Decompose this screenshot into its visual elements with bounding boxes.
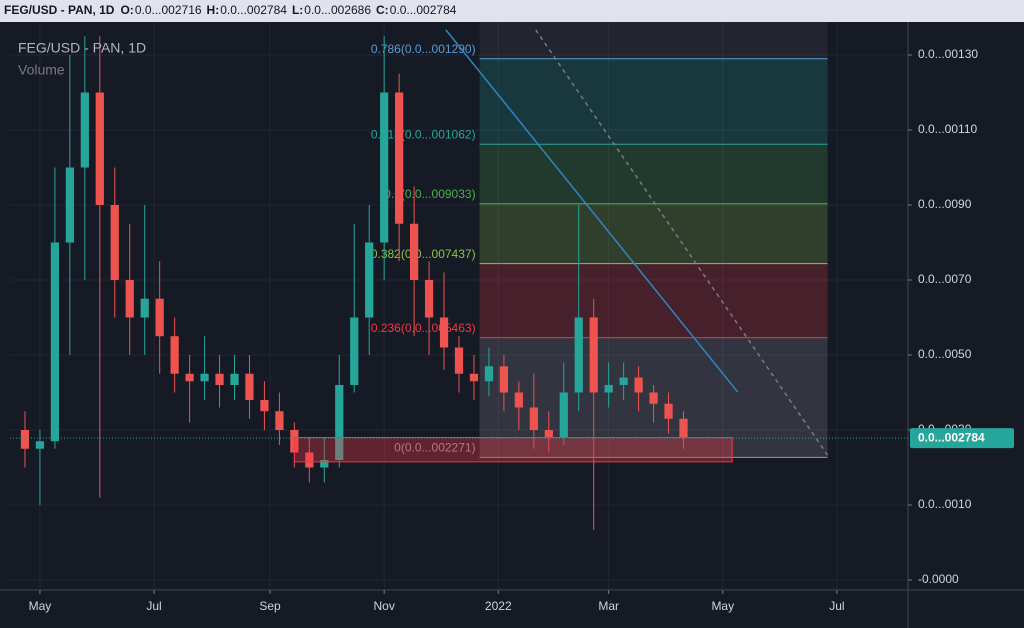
header: FEG/USD - PAN, 1D O: 0.0...002716 H: 0.0...0…	[4, 3, 457, 17]
candle-body	[439, 317, 449, 348]
ohlc-key: H:	[207, 3, 220, 17]
candle-body	[380, 92, 389, 243]
price-tag	[910, 428, 1014, 449]
rectangle-drawing	[293, 436, 733, 463]
fib-label: 0.382(0.0...007437)	[371, 247, 476, 261]
candle-body	[559, 392, 568, 438]
candle-body	[529, 407, 538, 430]
y-tick-label: 0.0...0050	[918, 347, 972, 361]
candles	[20, 36, 688, 531]
candle-body	[544, 429, 553, 438]
trend-line	[535, 29, 829, 456]
fib-label: 0(0.0...002271)	[394, 440, 475, 454]
candle-body	[679, 418, 688, 439]
candle-body	[365, 242, 374, 318]
candle-body	[35, 441, 45, 449]
candle-body	[409, 223, 419, 280]
candle-body	[574, 317, 583, 393]
candle-body	[514, 392, 523, 408]
symbol: FEG/USD - PAN, 1D	[4, 3, 115, 17]
candle-body	[589, 317, 598, 393]
fib-top-zone	[479, 22, 828, 59]
drawings	[293, 29, 829, 463]
candle-body	[664, 403, 673, 419]
candle-body	[20, 429, 30, 449]
candle-body	[350, 317, 359, 385]
fib-label: 0.786(0.0...001290)	[371, 42, 476, 56]
ohlc-value: 0.0...002784	[220, 3, 287, 17]
candle-body	[260, 399, 269, 412]
candle-body	[454, 347, 464, 374]
chart-subtitle: Volume	[18, 62, 65, 78]
candle-body	[335, 384, 344, 460]
x-tick-label: 2022	[485, 599, 512, 613]
y-tick-label: 0.0...00130	[918, 47, 978, 61]
candle-body	[80, 92, 89, 168]
candle-body	[320, 459, 329, 468]
candle-body	[275, 411, 284, 430]
fib-label: 0.5(0.0...009033)	[384, 187, 475, 201]
x-tick-label: Nov	[373, 599, 394, 613]
price-tag-label: 0.0...002784	[918, 430, 985, 444]
fib-zone	[479, 58, 828, 145]
ohlc-key: C:	[376, 3, 389, 17]
ohlc-value: 0.0...002784	[390, 3, 457, 17]
y-tick-label: 0.0...0070	[918, 272, 972, 286]
candle-body	[95, 92, 104, 205]
x-tick-label: May	[711, 599, 734, 613]
chart-bg	[0, 22, 1024, 628]
y-tick-label: 0.0...0010	[918, 497, 972, 511]
candle-body	[619, 377, 628, 385]
candle-body	[424, 279, 434, 318]
x-tick-label: Sep	[259, 599, 281, 613]
candle-body	[65, 167, 74, 243]
x-tick-label: Jul	[829, 599, 844, 613]
candle-body	[305, 452, 314, 468]
candle-body	[499, 366, 509, 393]
candle-body	[649, 392, 658, 404]
fib-zone	[479, 144, 828, 204]
fib-label: 0.236(0.0...005463)	[371, 321, 476, 335]
candle-body	[155, 298, 164, 337]
candle-body	[215, 373, 224, 385]
candle-body	[634, 377, 643, 393]
x-tick-label: May	[29, 599, 52, 613]
candle-body	[185, 373, 194, 382]
fib-retracement: 0.786(0.0...001290)0.618(0.0...001062)0.…	[371, 22, 828, 458]
candle-body	[140, 298, 149, 318]
trend-line	[445, 29, 739, 393]
candle-body	[469, 373, 479, 382]
axes: 0.0...00130 0.0...00110 0.0...0090 0.0...00…	[10, 47, 1014, 613]
ohlc-key: L:	[292, 3, 303, 17]
candle-body	[395, 92, 404, 224]
fib-zone	[479, 203, 828, 264]
y-tick-label: 0.0...00110	[918, 122, 977, 136]
y-tick-label: 0.0...0090	[918, 197, 972, 211]
ohlc-value: 0.0...002686	[304, 3, 371, 17]
candle-body	[50, 242, 60, 442]
chart-title: FEG/USD - PAN, 1D	[18, 40, 146, 56]
x-tick-label: Mar	[598, 599, 619, 613]
candle-body	[230, 373, 239, 385]
candle-body	[170, 336, 179, 374]
ohlc-key: O:	[120, 3, 133, 17]
candle-body	[245, 373, 254, 400]
candle-body	[200, 373, 209, 382]
candle-body	[125, 279, 134, 318]
x-tick-label: Jul	[146, 599, 161, 613]
ohlc-value: 0.0...002716	[135, 3, 202, 17]
candle-body	[484, 366, 494, 382]
fib-zone	[479, 263, 828, 338]
candle-body	[110, 204, 119, 280]
header-bar	[0, 0, 1024, 22]
y-tick-label: -0.0000	[918, 572, 959, 586]
candle-body	[604, 384, 613, 393]
